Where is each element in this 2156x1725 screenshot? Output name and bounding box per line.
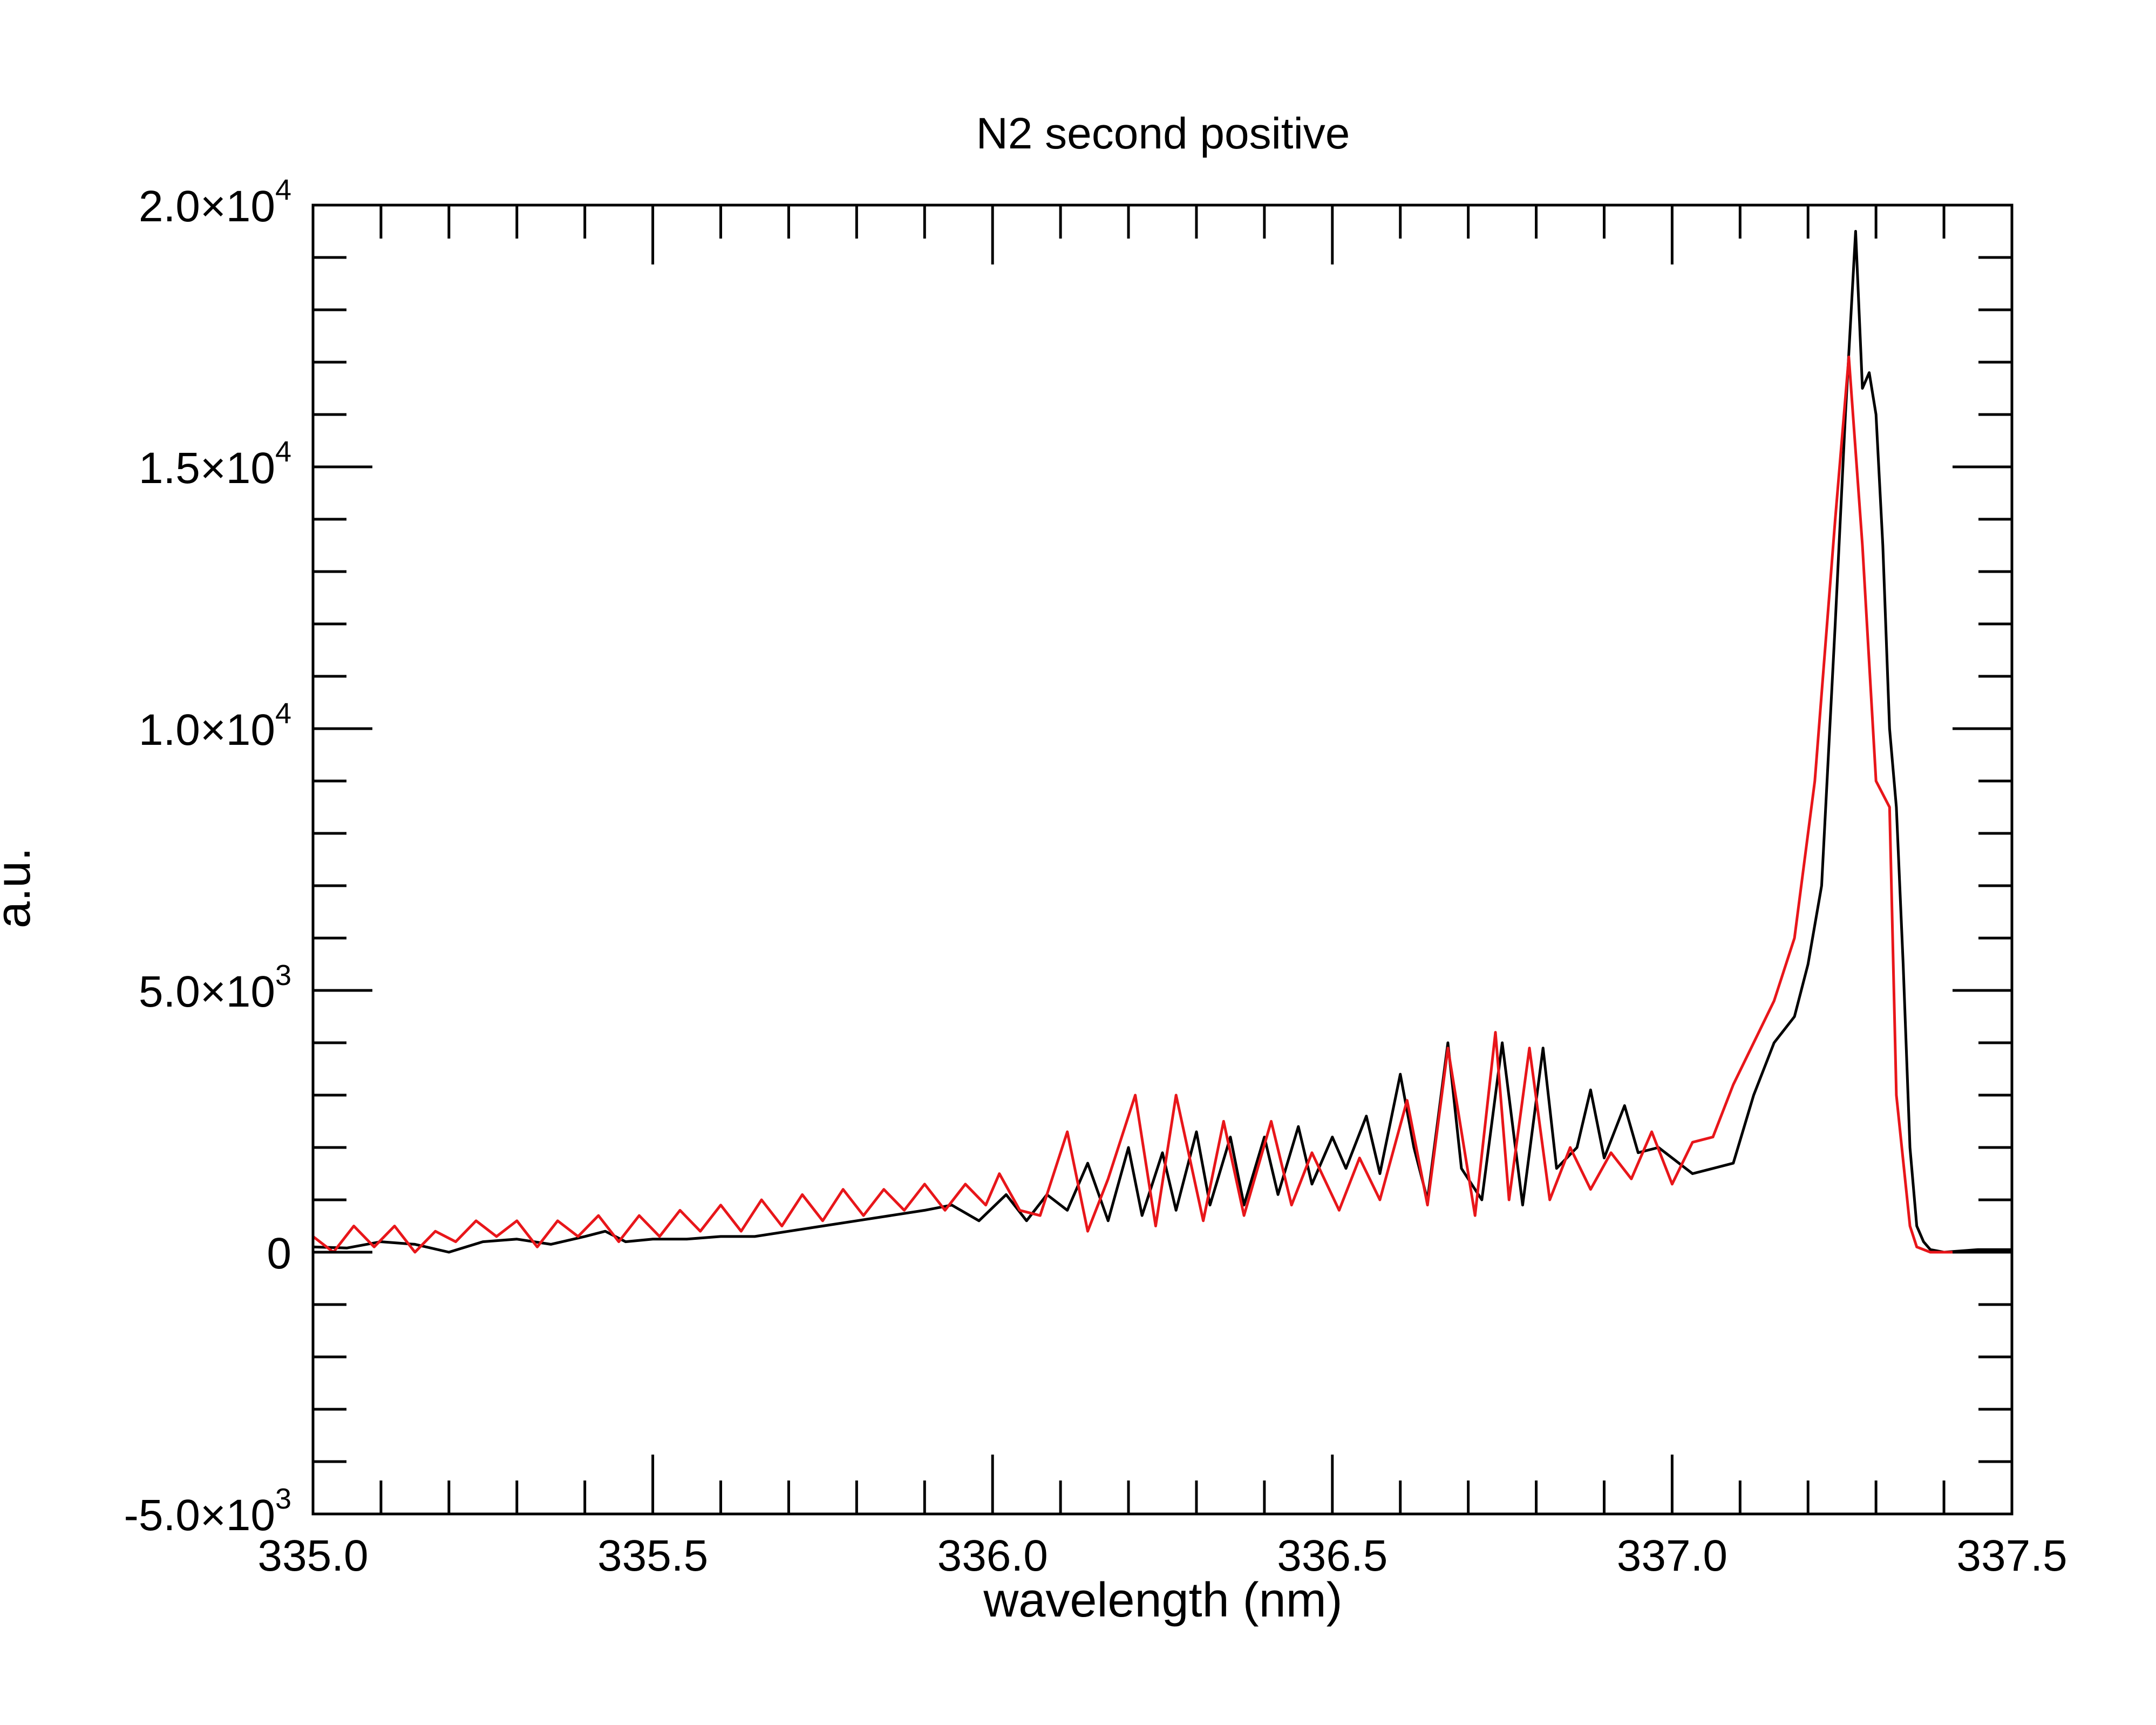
- y-tick-label: 5.0×103: [139, 959, 291, 1016]
- x-tick-label: 337.0: [1617, 1531, 1727, 1580]
- x-axis-label: wavelength (nm): [983, 1573, 1342, 1627]
- y-tick-label: 1.5×104: [139, 436, 291, 493]
- x-tick-label: 335.0: [257, 1531, 368, 1580]
- x-tick-label: 335.5: [597, 1531, 708, 1580]
- x-tick-label: 336.0: [937, 1531, 1048, 1580]
- series-line-2: [312, 355, 2012, 1254]
- y-tick-label: 2.0×104: [139, 174, 291, 231]
- series-layer: [312, 230, 2012, 1254]
- y-tick-label: 0: [267, 1229, 291, 1278]
- chart-title: N2 second positive: [976, 109, 1350, 158]
- y-tick-label: 1.0×104: [139, 697, 291, 755]
- series-line-1: [312, 230, 2012, 1254]
- ticks-layer: 335.0 335.5 336.0 336.5 337.0 337.5 -5.0×103 0 5…: [124, 174, 2067, 1580]
- y-tick-label: -5.0×103: [124, 1483, 291, 1540]
- plot-frame: [311, 203, 2014, 1516]
- x-tick-label: 337.5: [1956, 1531, 2067, 1580]
- x-tick-label: 336.5: [1277, 1531, 1388, 1580]
- y-axis-label: a.u.: [0, 847, 40, 928]
